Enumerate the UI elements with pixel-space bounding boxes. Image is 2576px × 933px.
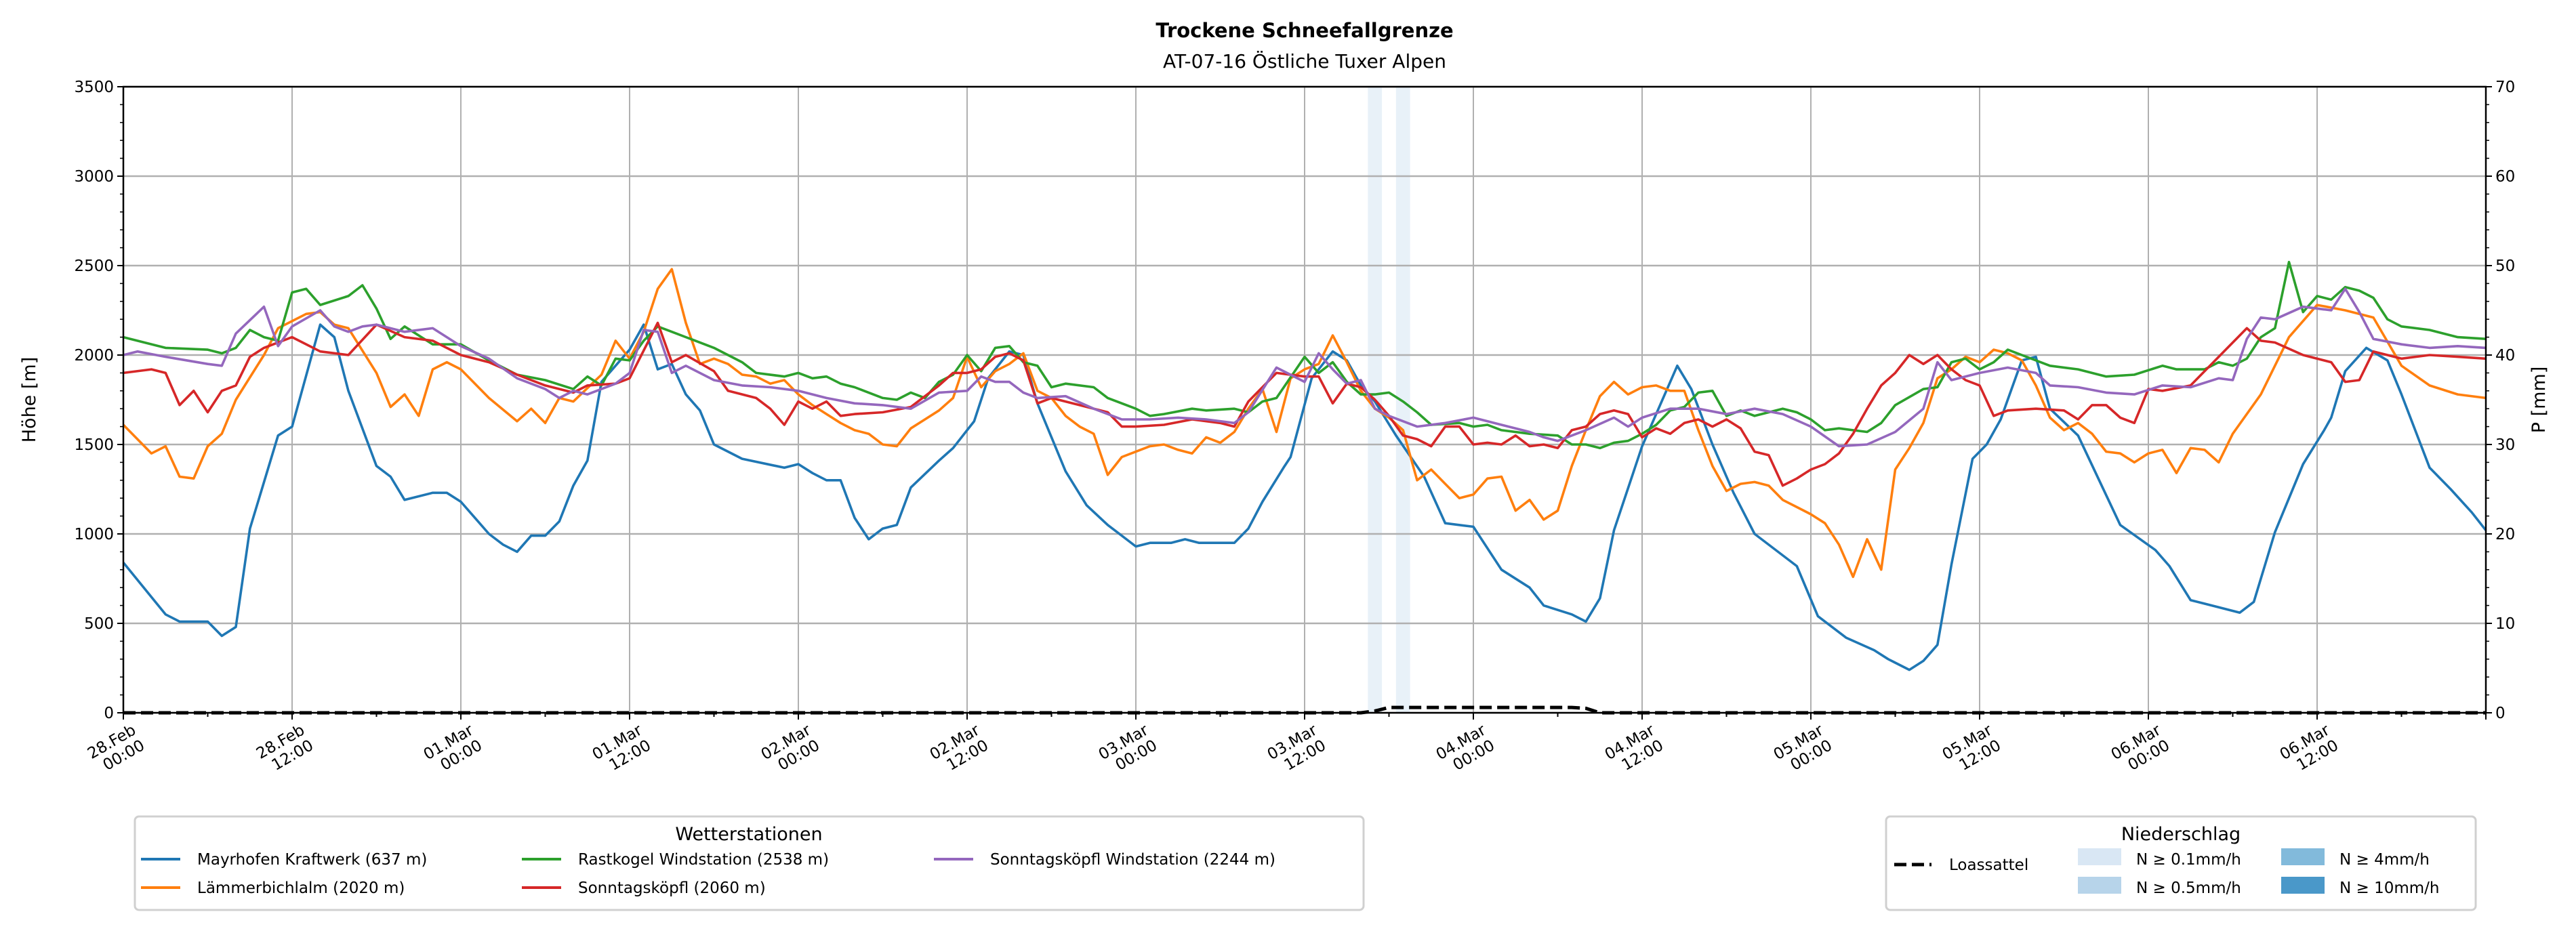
legend-title: Niederschlag bbox=[2121, 824, 2241, 845]
chart-subtitle: AT-07-16 Östliche Tuxer Alpen bbox=[1163, 49, 1446, 72]
y-axis-label: Höhe [m] bbox=[19, 357, 40, 443]
legend-swatch bbox=[2281, 877, 2325, 894]
y-right-tick-label: 70 bbox=[2495, 79, 2515, 96]
y-tick-label: 2500 bbox=[74, 257, 114, 275]
y-tick-label: 500 bbox=[84, 615, 114, 633]
legend-label: Sonntagsköpfl (2060 m) bbox=[578, 879, 766, 897]
legend-label: Loassattel bbox=[1949, 856, 2028, 874]
y-tick-label: 1000 bbox=[74, 526, 114, 543]
axes: 0 500 1000 1500 2000 2500 3000 3500 0 10 20 30 40 50 6… bbox=[74, 79, 2515, 774]
y-right-tick-label: 0 bbox=[2495, 705, 2506, 722]
y-axis-right-label: P [mm] bbox=[2529, 367, 2550, 434]
series-line bbox=[123, 260, 2487, 450]
legend-frame bbox=[134, 815, 1365, 911]
legend-label: N ≥ 0.1mm/h bbox=[2136, 851, 2241, 869]
y-right-tick-label: 60 bbox=[2495, 168, 2515, 186]
legend-label: Rastkogel Windstation (2538 m) bbox=[578, 851, 829, 869]
chart-title: Trockene Schneefallgrenze bbox=[1156, 19, 1453, 42]
legend-stations: Wetterstationen Mayrhofen Kraftwerk (637 … bbox=[134, 815, 1365, 911]
y-right-tick-label: 20 bbox=[2495, 526, 2515, 543]
legend-precipitation: Niederschlag Loassattel N ≥ 0.1mm/h N ≥ 0.5… bbox=[1885, 815, 2477, 911]
grid bbox=[123, 85, 2486, 714]
series-line bbox=[122, 323, 2487, 671]
legend-label: N ≥ 10mm/h bbox=[2339, 879, 2440, 897]
y-tick-label: 1500 bbox=[74, 436, 114, 454]
legend-label: Sonntagsköpfl Windstation (2244 m) bbox=[990, 851, 1275, 869]
legend-label: N ≥ 0.5mm/h bbox=[2136, 879, 2241, 897]
y-right-tick-label: 40 bbox=[2495, 347, 2515, 365]
legend-swatch bbox=[2078, 877, 2121, 894]
legend-label: Mayrhofen Kraftwerk (637 m) bbox=[197, 851, 427, 869]
y-tick-label: 2000 bbox=[74, 347, 114, 365]
legend-label: N ≥ 4mm/h bbox=[2339, 851, 2430, 869]
y-tick-label: 3500 bbox=[74, 79, 114, 96]
legend-swatch bbox=[2281, 848, 2325, 865]
y-tick-label: 3000 bbox=[74, 168, 114, 186]
precip-band bbox=[1395, 87, 1410, 713]
y-tick-label: 0 bbox=[104, 705, 114, 722]
legend-swatch bbox=[2078, 848, 2121, 865]
series-line bbox=[123, 321, 2487, 487]
legend-frame bbox=[1885, 815, 2477, 911]
legend-title: Wetterstationen bbox=[675, 824, 822, 845]
y-right-tick-label: 30 bbox=[2495, 436, 2515, 454]
y-right-tick-label: 50 bbox=[2495, 257, 2515, 275]
legend-label: Lämmerbichlalm (2020 m) bbox=[197, 879, 405, 897]
series-line bbox=[123, 287, 2487, 448]
y-right-tick-label: 10 bbox=[2495, 615, 2515, 633]
